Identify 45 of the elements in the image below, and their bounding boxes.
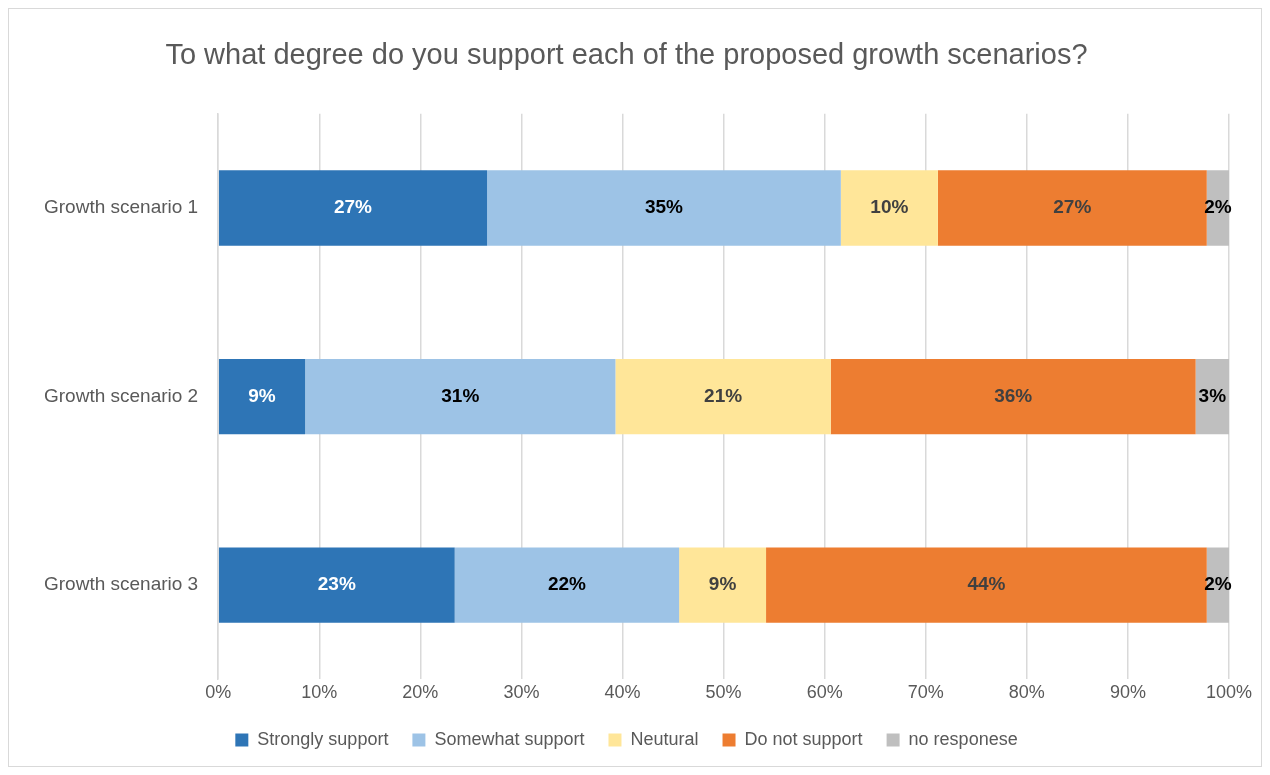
x-tick-label: 10% [301,682,338,703]
x-tick-label: 70% [907,682,944,703]
y-tick-label: Growth scenario 2 [43,384,199,406]
legend-label: Strongly support [257,728,389,749]
bar [218,547,455,623]
bar [218,170,488,246]
y-tick-label: Growth scenario 3 [43,573,199,595]
data-label: 10% [870,196,909,218]
bar [305,358,616,435]
x-tick-label: 30% [503,682,540,703]
x-tick-label: 40% [604,682,641,703]
x-tick-label: 0% [205,682,232,703]
x-tick-label: 20% [402,682,439,703]
y-tick-label: Growth scenario 1 [43,196,199,218]
data-label: 3% [1198,384,1227,406]
data-label: 36% [994,384,1033,406]
x-tick-label: 60% [806,682,843,703]
bar [679,547,767,623]
legend-label: no responese [908,728,1018,749]
legend-label: Neutural [630,728,699,749]
data-label: 27% [1053,196,1092,218]
x-tick-label: 100% [1205,682,1253,703]
bar [218,358,306,435]
bar [615,358,831,435]
data-label: 9% [248,384,276,406]
chart-title: To what degree do you support each of the proposed growth scenarios? [165,38,1088,71]
data-label: 21% [704,384,743,406]
data-label: 23% [317,573,356,595]
bar [487,170,841,246]
bar [830,358,1196,435]
bar [840,170,938,246]
data-label: 44% [967,573,1006,595]
bar [766,547,1207,623]
x-tick-label: 80% [1008,682,1045,703]
bar [454,547,680,623]
data-label: 9% [708,573,737,595]
x-tick-label: 50% [705,682,742,703]
data-label: 35% [644,196,684,218]
data-label: 22% [547,573,587,595]
x-tick-label: 90% [1109,682,1146,703]
data-label: 27% [333,196,373,218]
legend-label: Do not support [744,728,863,749]
data-label: 31% [441,384,480,406]
legend-label: Somewhat support [434,728,585,749]
bar [937,170,1207,246]
